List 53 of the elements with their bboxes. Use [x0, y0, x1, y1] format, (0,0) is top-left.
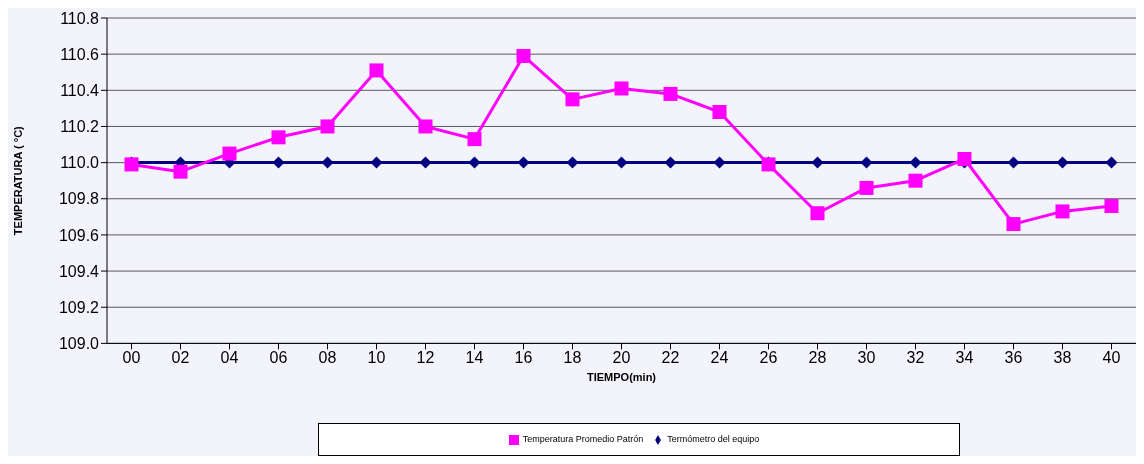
point: [320, 119, 335, 134]
point: [369, 63, 384, 78]
x-tick-label: 06: [269, 348, 288, 366]
y-tick-label: 109.8: [58, 190, 100, 208]
x-tick-label: 08: [318, 348, 337, 366]
x-tick-label: 40: [1102, 348, 1121, 366]
y-tick-label: 110.8: [60, 9, 100, 27]
point: [712, 105, 727, 119]
x-tick-label: 20: [612, 348, 631, 366]
point: [1006, 217, 1021, 232]
y-tick-label: 110.0: [60, 154, 100, 172]
point: [908, 173, 923, 188]
legend-label: Termómetro del equipo: [667, 434, 760, 445]
x-axis-title: TIEMPO(min): [586, 371, 657, 384]
x-tick-label: 28: [808, 348, 827, 366]
point: [1055, 204, 1070, 219]
x-tick-label: 00: [122, 348, 141, 366]
y-tick-label: 110.4: [60, 81, 100, 99]
y-tick-label: 109.0: [58, 335, 100, 353]
point: [614, 81, 629, 96]
point: [516, 48, 531, 63]
x-tick-label: 34: [955, 348, 974, 366]
point: [173, 164, 188, 179]
x-tick-label: 10: [367, 348, 386, 366]
point: [271, 130, 286, 145]
x-tick-label: 26: [759, 348, 778, 366]
y-tick-label: 110.6: [60, 45, 100, 63]
point: [222, 146, 237, 161]
x-tick-label: 32: [906, 348, 925, 366]
x-tick-label: 12: [416, 348, 435, 366]
y-tick-label: 109.4: [58, 262, 100, 280]
point: [565, 92, 580, 107]
x-tick-label: 36: [1004, 348, 1023, 366]
y-tick-label: 109.6: [58, 226, 100, 244]
x-tick-label: 22: [661, 348, 680, 366]
legend-label: Temperatura Promedio Patrón: [522, 434, 644, 445]
x-tick-label: 24: [710, 348, 729, 366]
y-axis-title: TEMPERATURA ( °C): [11, 125, 24, 236]
point: [467, 132, 482, 147]
y-tick-label: 109.2: [58, 298, 100, 316]
x-tick-label: 18: [563, 348, 582, 366]
point: [1104, 198, 1119, 213]
x-tick-label: 04: [220, 348, 239, 366]
x-tick-label: 02: [171, 348, 190, 366]
x-tick-label: 38: [1053, 348, 1072, 366]
point: [663, 86, 678, 101]
point: [418, 119, 433, 134]
x-tick-label: 14: [465, 348, 484, 366]
point: [859, 180, 874, 195]
point: [810, 206, 825, 221]
y-tick-label: 110.2: [60, 118, 100, 136]
x-tick-label: 16: [514, 348, 533, 366]
x-tick-label: 30: [857, 348, 876, 366]
